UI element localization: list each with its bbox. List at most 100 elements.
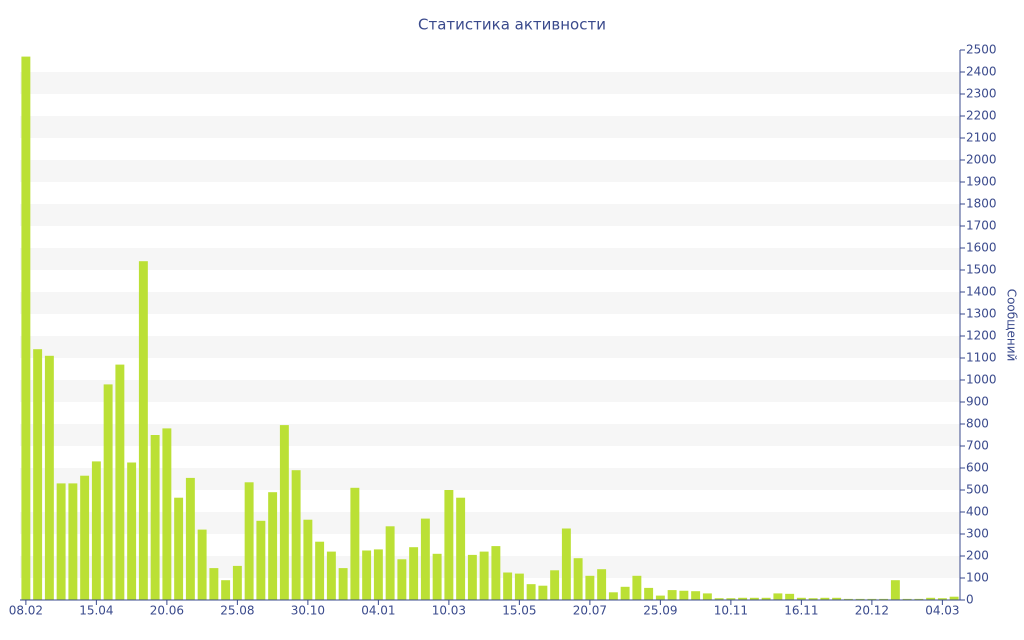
grid-band	[20, 512, 960, 534]
y-tick-label: 1000	[966, 373, 997, 387]
bar	[385, 526, 395, 600]
y-tick-label: 400	[966, 505, 989, 519]
bar	[68, 483, 78, 600]
grid-band	[20, 72, 960, 94]
x-tick-label: 20.12	[855, 604, 889, 618]
y-tick-label: 1200	[966, 329, 997, 343]
y-tick-label: 1800	[966, 197, 997, 211]
bar	[691, 591, 701, 600]
y-tick-label: 700	[966, 439, 989, 453]
bar	[420, 518, 430, 600]
bar	[749, 597, 759, 600]
bar	[644, 587, 654, 600]
bar	[432, 553, 442, 600]
bar	[655, 595, 665, 600]
bar	[467, 554, 477, 600]
bar	[679, 590, 689, 600]
y-tick-label: 900	[966, 395, 989, 409]
bar	[949, 596, 959, 600]
bar	[91, 461, 101, 600]
bar	[573, 558, 583, 600]
bar	[843, 598, 853, 600]
bar	[127, 462, 137, 600]
bar	[667, 590, 677, 600]
bar	[608, 592, 618, 600]
bar	[550, 570, 560, 600]
bar	[291, 470, 301, 600]
bar	[855, 598, 865, 600]
grid-band	[20, 424, 960, 446]
bar	[585, 575, 595, 600]
bar	[714, 598, 724, 600]
bar	[244, 482, 254, 600]
bar	[303, 519, 313, 600]
y-tick-label: 300	[966, 527, 989, 541]
y-tick-label: 1300	[966, 307, 997, 321]
bar	[503, 572, 513, 600]
x-tick-label: 10.03	[432, 604, 466, 618]
y-axis-label: Сообщений	[1005, 289, 1019, 362]
bar	[761, 597, 771, 600]
chart-title: Статистика активности	[418, 16, 606, 34]
bar	[832, 597, 842, 600]
y-tick-label: 200	[966, 549, 989, 563]
bar	[738, 597, 748, 600]
bar	[479, 551, 489, 600]
y-tick-label: 800	[966, 417, 989, 431]
bar	[867, 598, 877, 600]
y-tick-label: 2000	[966, 153, 997, 167]
bar	[879, 598, 889, 600]
x-tick-label: 25.09	[643, 604, 677, 618]
x-tick-label: 20.07	[573, 604, 607, 618]
bar	[820, 597, 830, 600]
grid-band	[20, 468, 960, 490]
bar	[890, 580, 900, 600]
y-tick-label: 1700	[966, 219, 997, 233]
bar	[514, 573, 524, 600]
grid-band	[20, 556, 960, 578]
x-tick-label: 30.10	[291, 604, 325, 618]
bar	[209, 568, 219, 600]
bar	[773, 593, 783, 600]
bar	[632, 575, 642, 600]
bar	[373, 549, 383, 600]
y-tick-label: 1900	[966, 175, 997, 189]
y-tick-label: 2100	[966, 131, 997, 145]
bar	[444, 490, 454, 600]
bar	[221, 580, 231, 600]
x-tick-label: 25.08	[220, 604, 254, 618]
grid-band	[20, 116, 960, 138]
y-tick-label: 0	[966, 593, 974, 607]
bar	[80, 475, 90, 600]
x-tick-label: 10.11	[714, 604, 748, 618]
bar	[902, 598, 912, 600]
bar	[456, 497, 466, 600]
bar	[561, 528, 571, 600]
bar	[138, 261, 148, 600]
y-tick-label: 100	[966, 571, 989, 585]
x-tick-label: 04.01	[361, 604, 395, 618]
grid-band	[20, 380, 960, 402]
y-tick-label: 1600	[966, 241, 997, 255]
bar	[150, 435, 160, 600]
bar	[785, 593, 795, 600]
grid-band	[20, 292, 960, 314]
y-tick-label: 1400	[966, 285, 997, 299]
bar	[597, 569, 607, 600]
bar	[409, 547, 419, 600]
bar	[197, 529, 207, 600]
bar	[174, 497, 184, 600]
bar	[326, 551, 336, 600]
y-tick-label: 2300	[966, 87, 997, 101]
y-tick-label: 1100	[966, 351, 997, 365]
bar	[232, 565, 242, 600]
bar	[397, 559, 407, 600]
grid-band	[20, 248, 960, 270]
bar	[620, 586, 630, 600]
x-tick-label: 20.06	[150, 604, 184, 618]
bar	[279, 425, 289, 600]
bar	[538, 585, 548, 600]
bar	[726, 598, 736, 600]
bar	[162, 428, 172, 600]
